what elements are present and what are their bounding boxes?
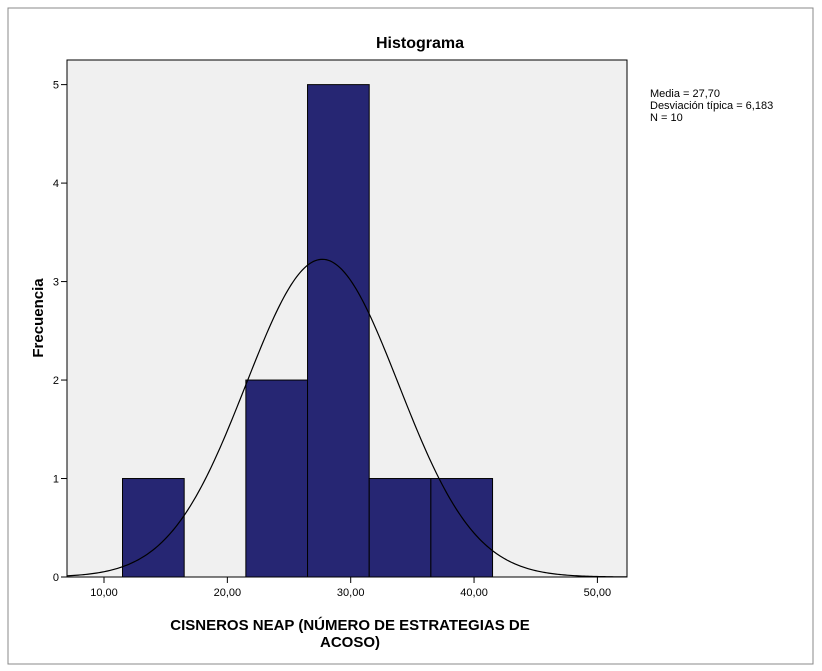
x-tick-label: 30,00 xyxy=(337,587,365,599)
x-tick-label: 10,00 xyxy=(90,587,118,599)
y-tick-label: 0 xyxy=(53,572,59,584)
normal-curve xyxy=(66,258,628,578)
stat-label: Desviación típica = 6,183 xyxy=(650,100,773,112)
y-axis-label: Frecuencia xyxy=(30,278,47,358)
y-tick-label: 1 xyxy=(53,474,59,486)
x-axis-label: CISNEROS NEAP (NÚMERO DE ESTRATEGIAS DE xyxy=(170,616,530,634)
y-tick-label: 5 xyxy=(53,80,59,92)
y-tick-label: 3 xyxy=(53,277,59,289)
bar xyxy=(307,84,370,578)
chart-title: Histograma xyxy=(376,35,464,52)
x-axis-label: ACOSO) xyxy=(320,634,380,651)
bar xyxy=(122,478,185,578)
x-tick-label: 20,00 xyxy=(214,587,242,599)
bar xyxy=(430,478,494,578)
stat-label: Media = 27,70 xyxy=(650,88,720,100)
y-tick-label: 4 xyxy=(53,178,59,190)
bar xyxy=(245,379,309,578)
x-tick-label: 40,00 xyxy=(460,587,488,599)
bar xyxy=(368,478,432,578)
y-tick-label: 2 xyxy=(53,375,59,387)
stat-label: N = 10 xyxy=(650,112,683,124)
x-tick-label: 50,00 xyxy=(584,587,612,599)
